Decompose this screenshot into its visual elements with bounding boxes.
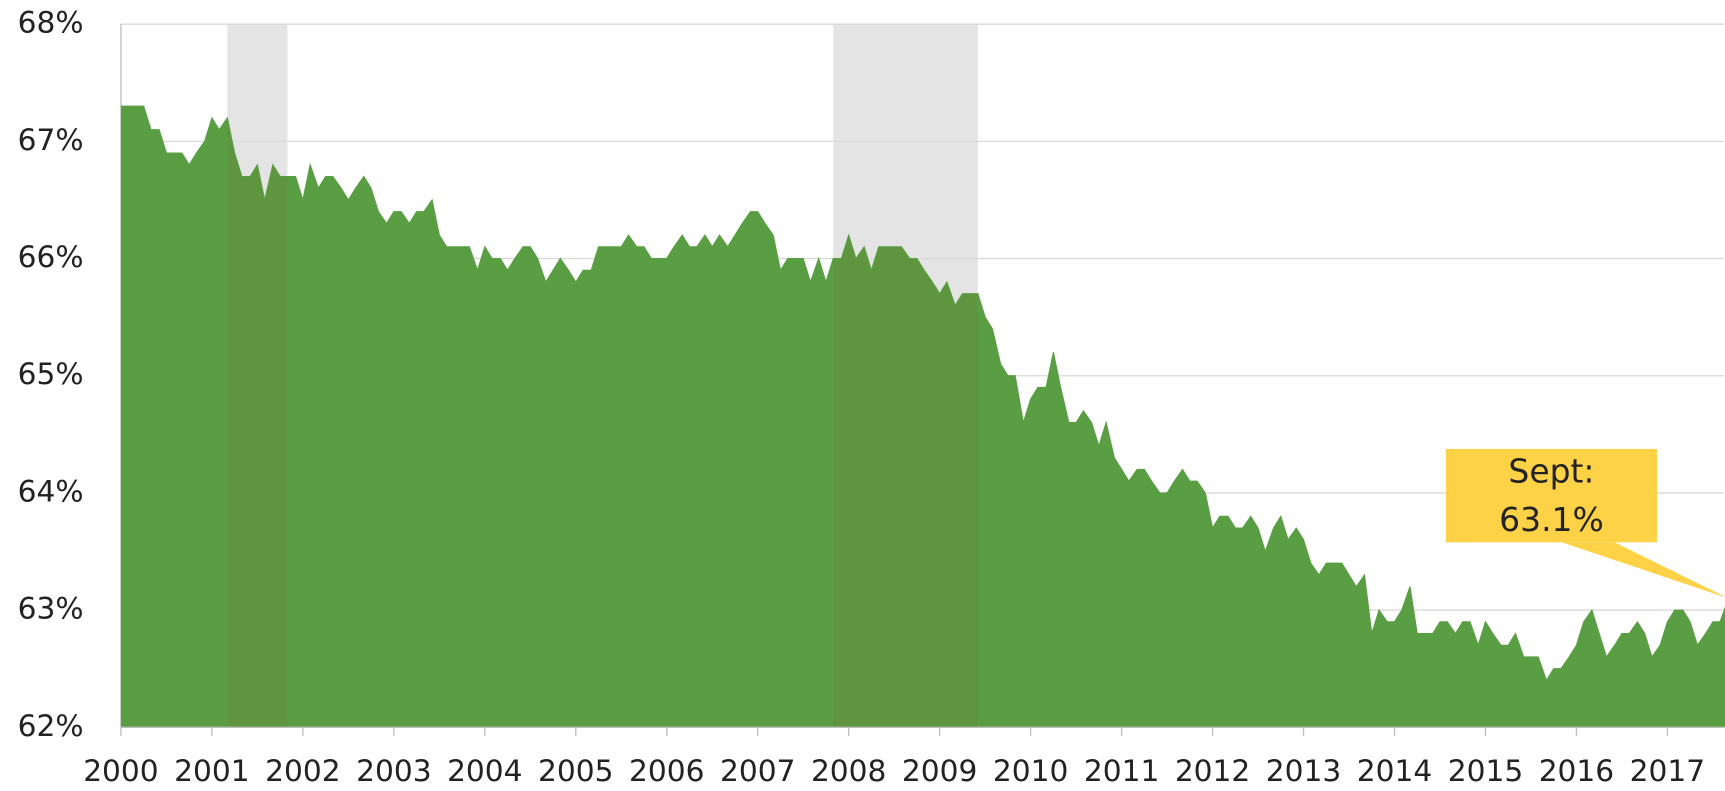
x-tick-label: 2011: [1084, 753, 1159, 788]
x-tick-label: 2008: [811, 753, 886, 788]
y-tick-label: 67%: [18, 122, 84, 157]
y-tick-label: 66%: [18, 239, 84, 274]
x-tick-label: 2000: [83, 753, 158, 788]
area-line: [120, 105, 1725, 682]
y-tick-label: 62%: [18, 708, 84, 743]
x-tick-label: 2004: [447, 753, 522, 788]
y-tick-label: 64%: [18, 473, 84, 508]
x-tick-label: 2005: [538, 753, 613, 788]
x-tick-label: 2010: [993, 753, 1068, 788]
x-tick-label: 2009: [902, 753, 977, 788]
x-tick-label: 2016: [1539, 753, 1614, 788]
x-tick-label: 2001: [174, 753, 249, 788]
area-fill: [120, 106, 1725, 728]
x-tick-label: 2012: [1175, 753, 1250, 788]
y-tick-label: 65%: [18, 356, 84, 391]
x-tick-label: 2015: [1448, 753, 1523, 788]
callout-box: [1446, 448, 1657, 543]
x-tick-label: 2013: [1266, 753, 1341, 788]
x-tick-label: 2003: [356, 753, 431, 788]
callout-text: 63.1%: [1499, 500, 1604, 539]
y-tick-label: 63%: [18, 591, 84, 626]
callout-text: Sept:: [1508, 452, 1594, 491]
x-tick-label: 2007: [720, 753, 795, 788]
x-tick-label: 2014: [1357, 753, 1432, 788]
callout-pointer: [1562, 542, 1725, 598]
recession-overlay: [227, 106, 288, 728]
x-tick-label: 2006: [629, 753, 704, 788]
x-tick-label: 2002: [265, 753, 340, 788]
y-tick-label: 68%: [18, 5, 84, 40]
x-tick-label: 2017: [1630, 753, 1705, 788]
